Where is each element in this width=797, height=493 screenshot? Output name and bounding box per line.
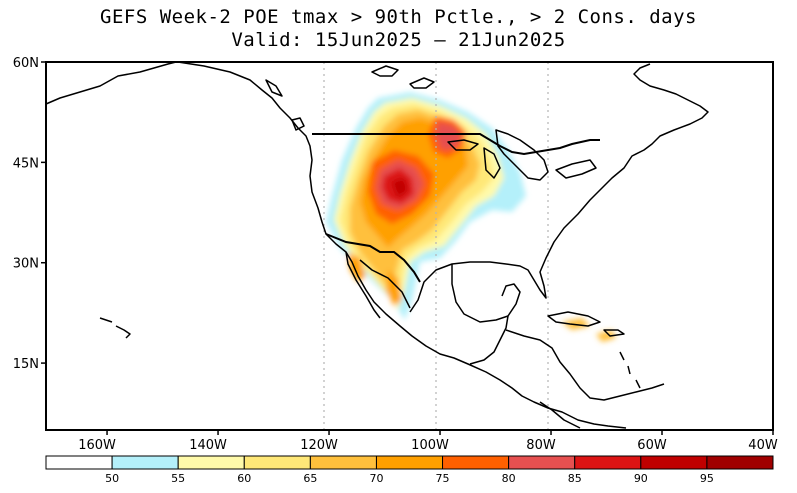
colorbar-label: 70: [369, 472, 383, 485]
colorbar-label: 65: [303, 472, 317, 485]
colorbar-label: 80: [502, 472, 516, 485]
lat-tick-label: 60N: [13, 56, 39, 71]
colorbar: [45, 455, 774, 470]
colorbar-swatch: [706, 455, 774, 470]
lon-tick-label: 140W: [189, 438, 227, 453]
lat-tick-label: 45N: [13, 156, 39, 171]
colorbar-swatch: [111, 455, 179, 470]
colorbar-swatch: [574, 455, 642, 470]
axis-tick-labels: 60N 45N 30N 15N 160W 140W 120W 100W 80W 60W 40W: [13, 56, 778, 453]
country-borders: [312, 133, 600, 283]
valid-period: Valid: 15Jun2025 – 21Jun2025: [231, 29, 566, 51]
colorbar-label: 90: [634, 472, 648, 485]
map-frame: [45, 61, 774, 431]
colorbar-swatch: [309, 455, 377, 470]
colorbar-swatch: [442, 455, 510, 470]
lon-tick-label: 160W: [78, 438, 116, 453]
colorbar-labels: 50 55 60 65 70 75 80 85 90 95: [105, 472, 714, 485]
lon-tick-label: 120W: [300, 438, 338, 453]
lon-tick-label: 100W: [411, 438, 449, 453]
probability-shading: [326, 92, 616, 342]
lon-tick-label: 60W: [637, 438, 667, 453]
lat-tick-label: 30N: [13, 257, 39, 272]
colorbar-swatch: [508, 455, 576, 470]
colorbar-label: 55: [171, 472, 185, 485]
colorbar-label: 75: [436, 472, 450, 485]
colorbar-swatch: [177, 455, 245, 470]
colorbar-label: 60: [237, 472, 251, 485]
colorbar-swatch: [375, 455, 444, 470]
coastlines: [46, 62, 709, 429]
axis-ticks: [41, 61, 774, 435]
colorbar-swatch: [640, 455, 708, 470]
map-title: GEFS Week-2 POE tmax > 90th Pctle., > 2 …: [100, 6, 697, 28]
graticule: [323, 62, 549, 430]
lat-tick-label: 15N: [13, 357, 39, 372]
colorbar-swatch: [243, 455, 311, 470]
colorbar-label: 50: [105, 472, 119, 485]
colorbar-label: 95: [700, 472, 714, 485]
colorbar-label: 85: [568, 472, 582, 485]
lon-tick-label: 40W: [748, 438, 778, 453]
colorbar-swatch: [45, 455, 113, 470]
lon-tick-label: 80W: [526, 438, 556, 453]
